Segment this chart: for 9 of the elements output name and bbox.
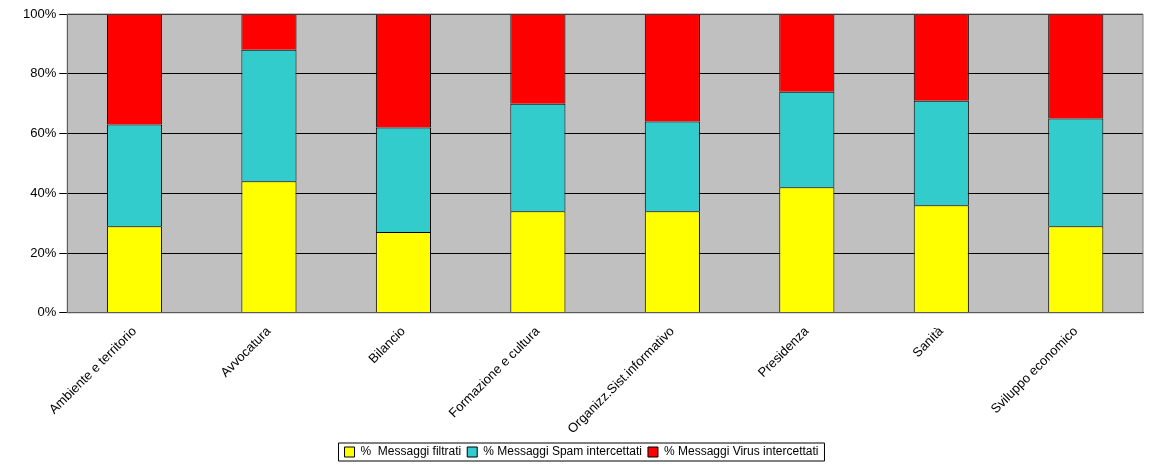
y-tick-label: 40% (30, 184, 57, 200)
y-tick-label: 60% (30, 125, 57, 141)
y-tick-label: 100% (23, 5, 57, 21)
y-tick-label: 20% (30, 244, 57, 260)
y-tick-label: 0% (37, 304, 57, 320)
legend-label: % Messaggi filtrati (360, 444, 462, 459)
legend-label: % Messaggi Virus intercettati (663, 444, 819, 459)
y-tick-label: 80% (30, 65, 57, 81)
legend-label: % Messaggi Spam intercettati (483, 444, 642, 459)
